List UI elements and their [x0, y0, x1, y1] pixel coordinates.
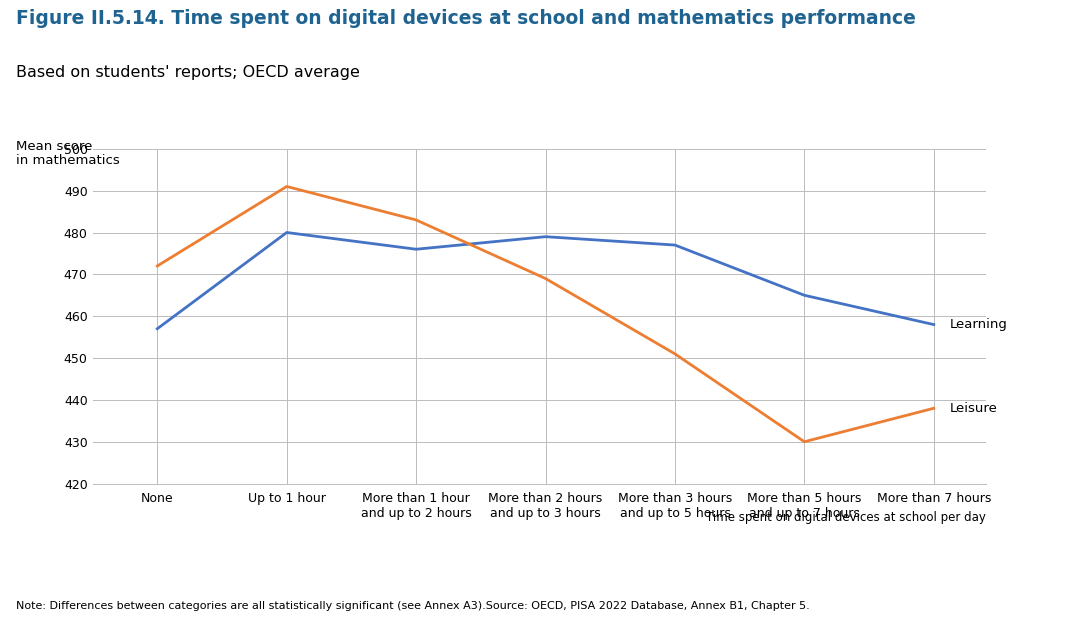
Text: Time spent on digital devices at school per day: Time spent on digital devices at school … [706, 512, 986, 525]
Text: Leisure: Leisure [950, 402, 998, 415]
Text: Mean score
in mathematics: Mean score in mathematics [16, 140, 120, 167]
Text: Note: Differences between categories are all statistically significant (see Anne: Note: Differences between categories are… [16, 601, 810, 611]
Text: Based on students' reports; OECD average: Based on students' reports; OECD average [16, 65, 360, 80]
Text: Figure II.5.14. Time spent on digital devices at school and mathematics performa: Figure II.5.14. Time spent on digital de… [16, 9, 916, 29]
Text: Learning: Learning [950, 318, 1007, 331]
